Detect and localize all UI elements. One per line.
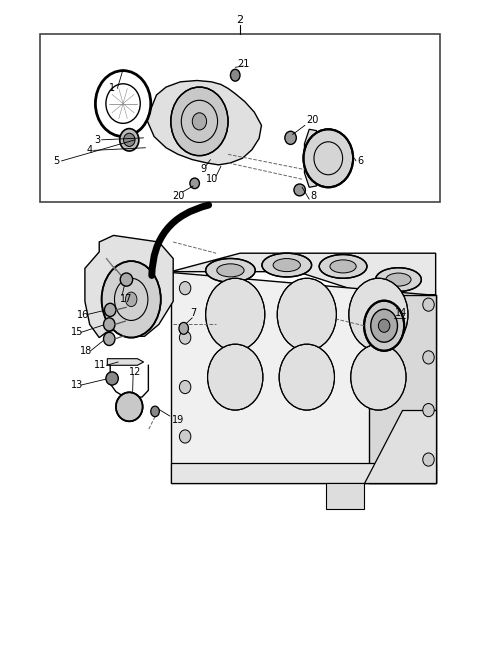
Ellipse shape (423, 404, 434, 416)
Ellipse shape (262, 253, 312, 277)
Text: 2: 2 (237, 15, 243, 25)
Ellipse shape (294, 184, 305, 196)
Text: 5: 5 (53, 156, 59, 166)
Ellipse shape (179, 322, 189, 334)
Text: 1: 1 (109, 83, 115, 93)
Ellipse shape (303, 129, 353, 187)
Text: 19: 19 (172, 415, 184, 425)
Ellipse shape (386, 273, 411, 286)
Ellipse shape (190, 178, 199, 189)
Text: 13: 13 (71, 380, 83, 390)
Ellipse shape (180, 381, 191, 394)
Ellipse shape (105, 303, 116, 316)
Polygon shape (171, 253, 436, 295)
Text: 4: 4 (86, 146, 93, 156)
Polygon shape (171, 271, 436, 483)
Polygon shape (364, 410, 436, 483)
Text: 6: 6 (357, 156, 363, 166)
Ellipse shape (120, 273, 132, 286)
Ellipse shape (330, 260, 356, 273)
Text: 9: 9 (201, 164, 207, 175)
Text: 16: 16 (77, 310, 89, 320)
Ellipse shape (180, 281, 191, 295)
Text: 3: 3 (95, 135, 101, 145)
Text: 20: 20 (172, 191, 185, 201)
Text: 17: 17 (120, 295, 132, 305)
Ellipse shape (375, 267, 421, 291)
Text: 21: 21 (238, 59, 250, 69)
FancyArrowPatch shape (152, 205, 209, 275)
Ellipse shape (285, 131, 296, 144)
Ellipse shape (205, 258, 255, 282)
Ellipse shape (349, 278, 408, 351)
Polygon shape (326, 483, 364, 509)
Text: 20: 20 (306, 115, 318, 125)
Ellipse shape (364, 301, 404, 351)
Ellipse shape (371, 309, 397, 342)
Ellipse shape (106, 372, 118, 385)
Ellipse shape (277, 278, 336, 351)
Text: 10: 10 (205, 174, 218, 185)
Ellipse shape (273, 259, 300, 271)
Ellipse shape (378, 319, 390, 332)
Ellipse shape (205, 278, 265, 351)
Text: 18: 18 (80, 346, 92, 355)
Ellipse shape (180, 331, 191, 344)
Polygon shape (147, 81, 262, 165)
Polygon shape (304, 129, 321, 187)
Text: 15: 15 (71, 327, 83, 338)
Ellipse shape (116, 393, 143, 421)
Ellipse shape (171, 87, 228, 156)
Polygon shape (108, 359, 144, 365)
Ellipse shape (207, 344, 263, 410)
Text: 8: 8 (311, 191, 317, 201)
Bar (39, 34, 441, 203)
Polygon shape (85, 236, 173, 338)
Ellipse shape (123, 133, 135, 146)
Ellipse shape (104, 332, 115, 346)
Ellipse shape (151, 406, 159, 416)
Text: 11: 11 (95, 360, 107, 370)
Ellipse shape (217, 264, 244, 277)
Text: 7: 7 (190, 308, 196, 318)
Text: 12: 12 (129, 367, 142, 377)
Ellipse shape (319, 254, 367, 278)
Ellipse shape (351, 344, 406, 410)
Ellipse shape (102, 261, 161, 338)
Ellipse shape (423, 298, 434, 311)
Polygon shape (369, 295, 436, 483)
Ellipse shape (192, 113, 206, 130)
Text: 14: 14 (395, 308, 408, 318)
Ellipse shape (279, 344, 335, 410)
Ellipse shape (230, 70, 240, 81)
Ellipse shape (423, 453, 434, 466)
Ellipse shape (120, 128, 139, 151)
Polygon shape (171, 463, 436, 483)
Ellipse shape (180, 430, 191, 443)
Ellipse shape (104, 318, 115, 331)
Ellipse shape (125, 292, 137, 307)
Ellipse shape (423, 351, 434, 364)
